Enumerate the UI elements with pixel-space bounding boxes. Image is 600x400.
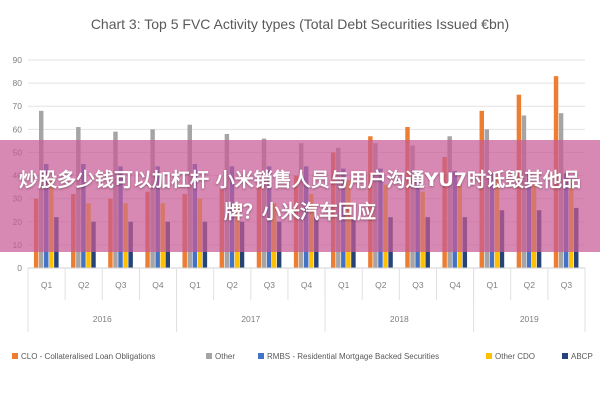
legend-label: ABCP — [571, 352, 593, 361]
x-tick-label: Q2 — [78, 280, 90, 290]
x-tick-label: Q2 — [524, 280, 536, 290]
x-group-label: 2017 — [241, 314, 260, 324]
y-tick-label: 90 — [13, 55, 23, 65]
x-group-label: 2019 — [520, 314, 539, 324]
overlay-banner: 炒股多少钱可以加杠杆 小米销售人员与用户沟通YU7时诋毁其他品牌？小米汽车回应 — [0, 140, 600, 252]
y-tick-label: 0 — [17, 263, 22, 273]
legend-swatch — [12, 353, 18, 359]
x-tick-label: Q3 — [412, 280, 424, 290]
x-axis: Q1 Q2 Q3 Q4 Q1 Q2 Q3 Q4 Q1 Q2 Q3 Q4 Q1 Q2 Q3 2016 2017 20… — [27, 267, 586, 332]
legend-label: Other — [215, 352, 235, 361]
legend-label: RMBS - Residential Mortgage Backed Secur… — [267, 352, 439, 361]
overlay-banner-text: 炒股多少钱可以加杠杆 小米销售人员与用户沟通YU7时诋毁其他品牌？小米汽车回应 — [18, 169, 582, 223]
x-tick-label: Q1 — [338, 280, 350, 290]
x-group-label: 2016 — [93, 314, 112, 324]
x-tick-label: Q1 — [189, 280, 201, 290]
x-tick-label: Q3 — [115, 280, 127, 290]
legend: CLO - Collateralised Loan Obligations Oth… — [12, 352, 593, 361]
x-tick-label: Q3 — [561, 280, 573, 290]
x-tick-label: Q2 — [227, 280, 239, 290]
x-tick-label: Q4 — [301, 280, 313, 290]
legend-swatch — [562, 353, 568, 359]
x-tick-label: Q2 — [375, 280, 387, 290]
legend-swatch — [206, 353, 212, 359]
chart-title: Chart 3: Top 5 FVC Activity types (Total… — [91, 16, 509, 32]
legend-swatch — [258, 353, 264, 359]
x-tick-label: Q3 — [264, 280, 276, 290]
x-tick-label: Q1 — [486, 280, 498, 290]
x-tick-label: Q4 — [152, 280, 164, 290]
y-tick-label: 80 — [13, 78, 23, 88]
x-tick-label: Q4 — [449, 280, 461, 290]
y-tick-label: 70 — [13, 101, 23, 111]
legend-label: Other CDO — [495, 352, 535, 361]
x-group-label: 2018 — [390, 314, 409, 324]
legend-label: CLO - Collateralised Loan Obligations — [21, 352, 155, 361]
y-tick-label: 60 — [13, 124, 23, 134]
x-tick-label: Q1 — [41, 280, 53, 290]
legend-swatch — [486, 353, 492, 359]
